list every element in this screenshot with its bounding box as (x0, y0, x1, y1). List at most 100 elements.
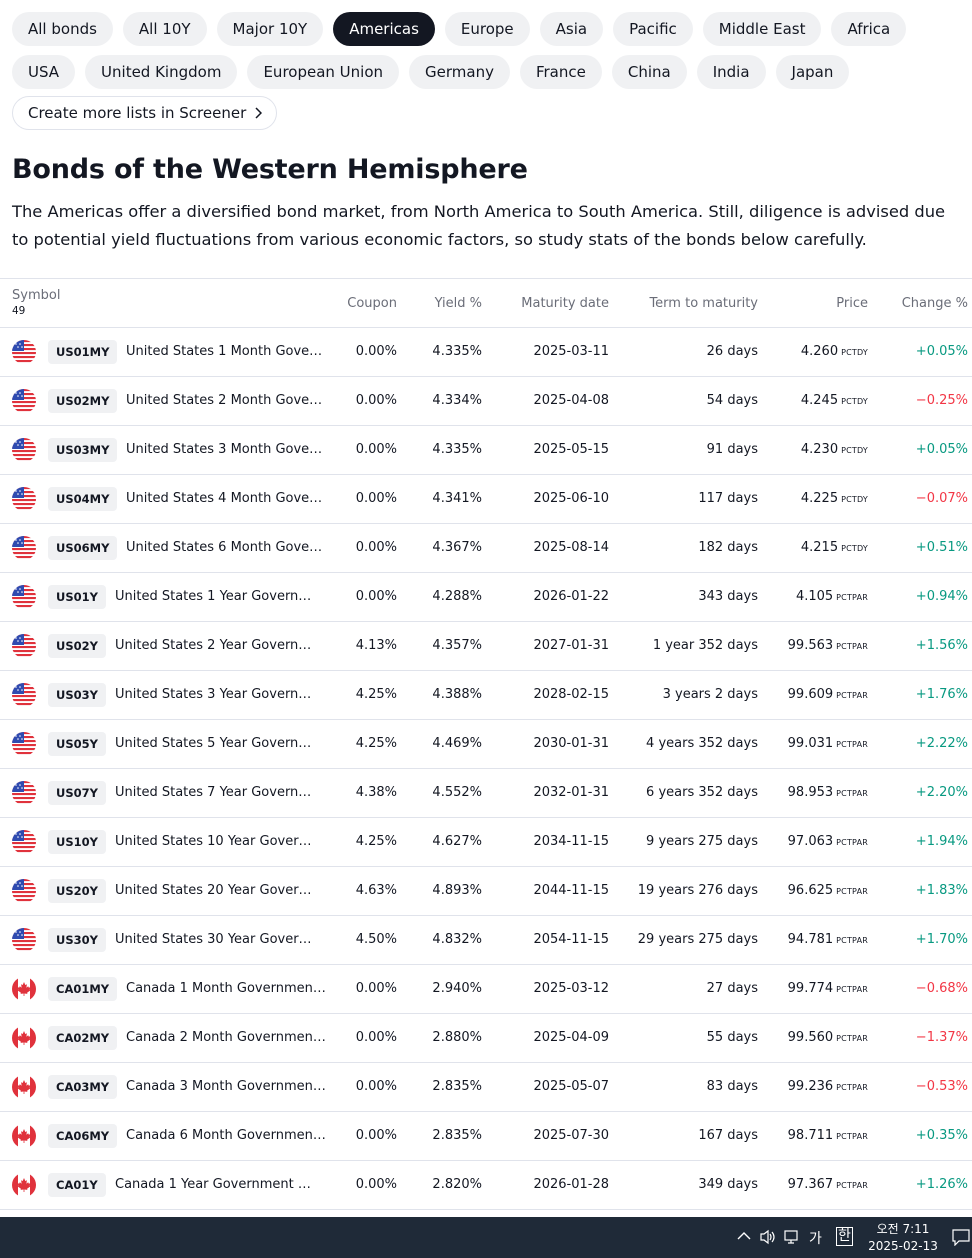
term-to-maturity: 3 years 2 days (662, 687, 758, 702)
bond-name[interactable]: Canada 1 Month Governmen… (126, 981, 326, 996)
symbol-badge[interactable]: US30Y (48, 928, 106, 952)
yield: 4.357% (432, 638, 482, 653)
tab-pill[interactable]: Pacific (613, 12, 693, 46)
tab-pill[interactable]: Europe (444, 12, 530, 46)
price-unit: PCTPAR (836, 593, 868, 602)
bond-row[interactable]: CA01Y Canada 1 Year Government … 0.00% 2.82… (0, 1161, 972, 1210)
ime-lang[interactable]: 한 (836, 1227, 853, 1246)
bond-name[interactable]: United States 3 Year Govern… (115, 687, 312, 702)
maturity-date: 2025-06-10 (533, 491, 609, 506)
bond-row[interactable]: CA02MY Canada 2 Month Governmen… 0.00% 2.88… (0, 1014, 972, 1063)
bond-name[interactable]: United States 5 Year Govern… (115, 736, 312, 751)
screener-link[interactable]: Create more lists in Screener (12, 96, 278, 130)
symbol-badge[interactable]: CA06MY (48, 1124, 118, 1148)
bond-name[interactable]: United States 30 Year Gover… (115, 932, 312, 947)
column-header[interactable]: Yield % (434, 296, 482, 311)
column-header[interactable]: Change % (901, 296, 968, 311)
tab-pill[interactable]: USA (12, 55, 76, 89)
tab-pill[interactable]: Germany (409, 55, 510, 89)
symbol-badge[interactable]: US03Y (48, 683, 106, 707)
tab-pill[interactable]: France (519, 55, 602, 89)
ime-mode[interactable]: 가 (809, 1231, 822, 1247)
tab-pill[interactable]: All 10Y (122, 12, 207, 46)
symbol-badge[interactable]: CA01Y (48, 1173, 106, 1197)
network-icon[interactable] (784, 1229, 802, 1245)
symbol-badge[interactable]: US10Y (48, 830, 106, 854)
bond-row[interactable]: US20Y United States 20 Year Gover… 4.63% 4.… (0, 867, 972, 916)
tab-pill[interactable]: Middle East (702, 12, 822, 46)
symbol-badge[interactable]: US03MY (48, 438, 118, 462)
symbol-badge[interactable]: CA02MY (48, 1026, 118, 1050)
bond-name[interactable]: United States 10 Year Gover… (115, 834, 312, 849)
tab-pill[interactable]: Africa (831, 12, 907, 46)
column-header[interactable]: Price (836, 296, 868, 311)
coupon: 4.25% (355, 687, 397, 702)
bond-name[interactable]: Canada 6 Month Governmen… (126, 1128, 326, 1143)
bond-row[interactable]: US30Y United States 30 Year Gover… 4.50% 4.… (0, 916, 972, 965)
bond-name[interactable]: United States 4 Month Gove… (126, 491, 323, 506)
column-header[interactable]: Term to maturity (649, 296, 758, 311)
symbol-badge[interactable]: US02Y (48, 634, 106, 658)
coupon: 0.00% (355, 491, 397, 506)
bond-name[interactable]: United States 3 Month Gove… (126, 442, 323, 457)
bond-row[interactable]: US10Y United States 10 Year Gover… 4.25% 4.… (0, 818, 972, 867)
bond-name[interactable]: United States 6 Month Gove… (126, 540, 323, 555)
bond-row[interactable]: US02MY United States 2 Month Gove… 0.00% 4.… (0, 377, 972, 426)
column-header: Symbol (12, 288, 61, 303)
bond-name[interactable]: United States 1 Year Govern… (115, 589, 312, 604)
column-header[interactable]: Coupon (347, 296, 397, 311)
bond-name[interactable]: United States 20 Year Gover… (115, 883, 312, 898)
tab-pill[interactable]: United Kingdom (85, 55, 238, 89)
notification-icon[interactable] (952, 1229, 970, 1246)
bond-row[interactable]: US03Y United States 3 Year Govern… 4.25% 4.… (0, 671, 972, 720)
bond-name[interactable]: United States 7 Year Govern… (115, 785, 312, 800)
tab-pill[interactable]: All bonds (12, 12, 113, 46)
coupon: 0.00% (355, 1128, 397, 1143)
tab-pill[interactable]: Asia (539, 12, 604, 46)
tab-pill[interactable]: European Union (247, 55, 400, 89)
bond-row[interactable]: US02Y United States 2 Year Govern… 4.13% 4.… (0, 622, 972, 671)
maturity-date: 2025-03-12 (533, 981, 609, 996)
bond-row[interactable]: US01Y United States 1 Year Govern… 0.00% 4.… (0, 573, 972, 622)
change-percent: +0.05% (915, 344, 968, 359)
tab-pill[interactable]: India (696, 55, 766, 89)
symbol-badge[interactable]: US07Y (48, 781, 106, 805)
bond-row[interactable]: CA01MY Canada 1 Month Governmen… 0.00% 2.94… (0, 965, 972, 1014)
bond-row[interactable]: US04MY United States 4 Month Gove… 0.00% 4.… (0, 475, 972, 524)
tab-pill[interactable]: Japan (775, 55, 850, 89)
bond-row[interactable]: US07Y United States 7 Year Govern… 4.38% 4.… (0, 769, 972, 818)
symbol-badge[interactable]: US04MY (48, 487, 118, 511)
bond-row[interactable]: US06MY United States 6 Month Gove… 0.00% 4.… (0, 524, 972, 573)
bond-row[interactable]: US05Y United States 5 Year Govern… 4.25% 4.… (0, 720, 972, 769)
bond-row[interactable]: US01MY United States 1 Month Gove… 0.00% 4.… (0, 328, 972, 377)
bond-name[interactable]: United States 2 Month Gove… (126, 393, 323, 408)
yield: 2.880% (432, 1030, 482, 1045)
symbol-badge[interactable]: US20Y (48, 879, 106, 903)
symbol-badge[interactable]: US05Y (48, 732, 106, 756)
symbol-badge[interactable]: US01MY (48, 340, 118, 364)
price: 4.225 PCTDY (801, 475, 868, 524)
clock-date[interactable]: 2025-02-13 (868, 1239, 938, 1253)
price-unit: PCTPAR (836, 985, 868, 994)
bond-row[interactable]: US03MY United States 3 Month Gove… 0.00% 4.… (0, 426, 972, 475)
symbol-badge[interactable]: CA01MY (48, 977, 118, 1001)
tab-pill[interactable]: Americas (333, 12, 435, 46)
bond-name[interactable]: Canada 3 Month Governmen… (126, 1079, 326, 1094)
symbol-badge[interactable]: US06MY (48, 536, 118, 560)
bond-name[interactable]: United States 1 Month Gove… (126, 344, 323, 359)
tray-chevron[interactable] (737, 1231, 751, 1241)
bond-row[interactable]: CA03MY Canada 3 Month Governmen… 0.00% 2.83… (0, 1063, 972, 1112)
symbol-badge[interactable]: US02MY (48, 389, 118, 413)
tab-pill[interactable]: China (611, 55, 687, 89)
bond-name[interactable]: Canada 1 Year Government … (115, 1177, 311, 1192)
bond-row[interactable]: CA06MY Canada 6 Month Governmen… 0.00% 2.83… (0, 1112, 972, 1161)
volume-icon[interactable] (760, 1229, 776, 1245)
tab-pill[interactable]: Major 10Y (216, 12, 324, 46)
symbol-badge[interactable]: US01Y (48, 585, 106, 609)
bond-name[interactable]: United States 2 Year Govern… (115, 638, 312, 653)
symbol-header[interactable]: Symbol 49 (12, 288, 60, 317)
symbol-badge[interactable]: CA03MY (48, 1075, 118, 1099)
clock-time[interactable]: 오전 7:11 (876, 1222, 930, 1236)
bond-name[interactable]: Canada 2 Month Governmen… (126, 1030, 326, 1045)
column-header[interactable]: Maturity date (521, 296, 609, 311)
